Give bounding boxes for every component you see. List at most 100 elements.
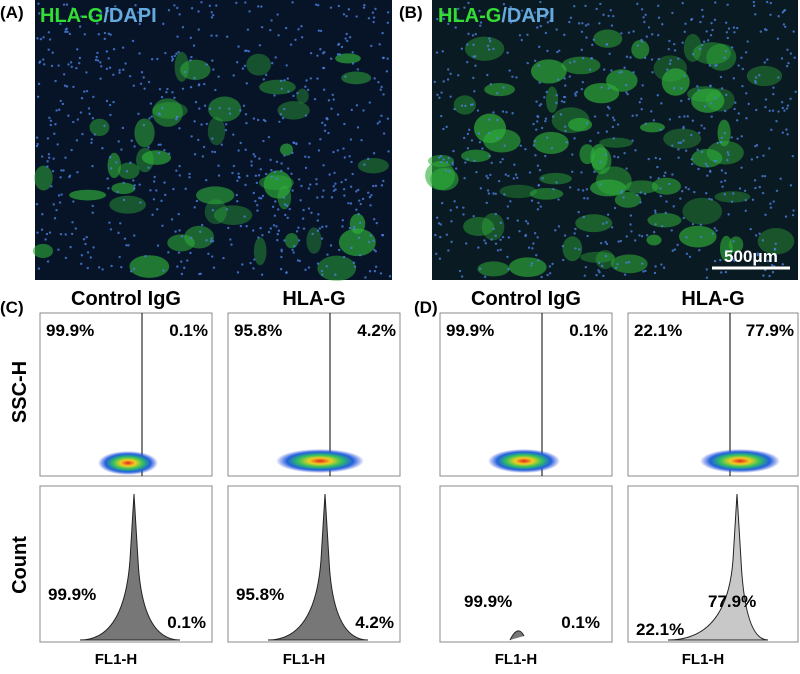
nucleus	[322, 88, 326, 91]
nucleus	[754, 234, 758, 237]
nucleus	[133, 234, 136, 237]
nucleus	[62, 73, 66, 76]
nucleus	[317, 213, 320, 216]
nucleus	[276, 208, 280, 211]
nucleus	[573, 60, 576, 63]
nucleus	[546, 273, 549, 277]
nucleus	[348, 36, 352, 39]
nucleus	[345, 39, 349, 43]
green-cell	[508, 257, 547, 277]
nucleus	[532, 144, 536, 147]
hist-percent: 99.9%	[464, 592, 512, 611]
nucleus	[374, 184, 378, 188]
green-cell	[280, 143, 293, 156]
green-cell	[561, 56, 601, 75]
nucleus	[668, 182, 671, 186]
nucleus	[167, 9, 171, 12]
green-cell	[678, 225, 717, 248]
nucleus	[237, 149, 240, 152]
nucleus	[188, 172, 191, 176]
nucleus	[614, 266, 618, 270]
nucleus	[774, 242, 777, 245]
nucleus	[568, 61, 572, 64]
nucleus	[178, 13, 181, 16]
nucleus	[94, 58, 98, 62]
nucleus	[604, 254, 608, 258]
nucleus	[445, 160, 449, 164]
nucleus	[780, 57, 784, 60]
nucleus	[150, 115, 153, 118]
green-cell	[117, 162, 140, 180]
nucleus	[327, 99, 331, 102]
nucleus	[149, 189, 152, 192]
nucleus	[386, 21, 390, 24]
nucleus	[322, 66, 325, 70]
nucleus	[679, 141, 683, 144]
nucleus	[574, 247, 577, 250]
nucleus	[107, 9, 110, 13]
nucleus	[557, 225, 561, 228]
nucleus	[453, 200, 456, 203]
nucleus	[367, 191, 370, 195]
nucleus	[779, 177, 782, 180]
nucleus	[755, 108, 758, 112]
nucleus	[101, 147, 104, 150]
nucleus	[657, 177, 660, 180]
nucleus	[200, 223, 204, 227]
nucleus	[50, 64, 54, 68]
nucleus	[132, 84, 135, 87]
nucleus	[466, 18, 469, 22]
nucleus	[325, 225, 328, 228]
nucleus	[309, 183, 312, 186]
nucleus	[673, 49, 677, 52]
nucleus	[599, 183, 603, 186]
green-cell	[610, 254, 648, 274]
nucleus	[358, 253, 362, 257]
nucleus	[142, 123, 146, 127]
nucleus	[321, 121, 324, 125]
nucleus	[210, 255, 214, 258]
nucleus	[313, 97, 317, 101]
plot-title: HLA-G	[681, 288, 744, 310]
nucleus	[676, 243, 679, 247]
green-cell	[631, 39, 650, 59]
nucleus	[724, 171, 727, 175]
panel-label: (C)	[0, 298, 24, 317]
nucleus	[672, 205, 675, 208]
nucleus	[211, 150, 214, 153]
nucleus	[262, 118, 266, 122]
nucleus	[241, 67, 245, 70]
gate-percent: 4.2%	[357, 321, 396, 340]
green-cell	[683, 33, 702, 62]
nucleus	[361, 197, 365, 201]
nucleus	[642, 16, 645, 19]
nucleus	[275, 225, 278, 228]
nucleus	[699, 223, 703, 227]
nucleus	[436, 216, 439, 219]
nucleus	[330, 196, 334, 199]
nucleus	[661, 23, 664, 26]
nucleus	[639, 201, 642, 204]
micrograph-a	[35, 0, 392, 280]
nucleus	[77, 61, 81, 65]
nucleus	[792, 30, 795, 33]
nucleus	[478, 267, 482, 271]
green-cell	[647, 212, 682, 228]
nucleus	[273, 170, 277, 174]
nucleus	[575, 90, 578, 94]
nucleus	[484, 242, 488, 245]
nucleus	[344, 178, 347, 181]
nucleus	[668, 39, 671, 43]
nucleus	[573, 5, 576, 8]
nucleus	[562, 258, 565, 262]
green-cell	[263, 170, 292, 199]
nucleus	[625, 55, 629, 58]
nucleus	[679, 197, 682, 200]
nucleus	[164, 51, 167, 55]
nucleus	[56, 143, 59, 146]
nucleus	[252, 191, 255, 195]
nucleus	[512, 177, 515, 180]
nucleus	[349, 202, 353, 205]
nucleus	[629, 223, 632, 226]
nucleus	[218, 106, 221, 110]
